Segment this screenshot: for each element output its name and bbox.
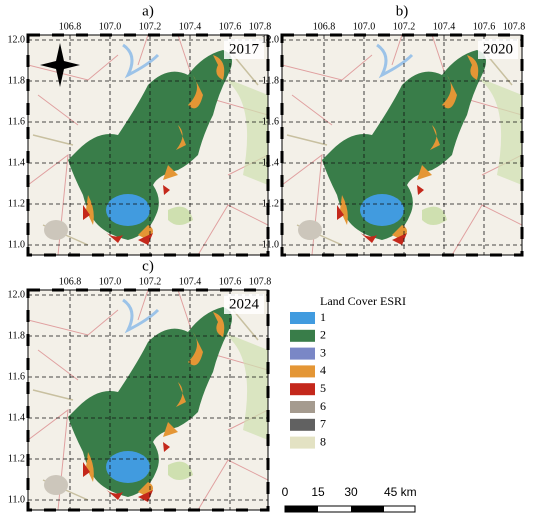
map-frame-inner [281,34,523,256]
lat-tick-label: 11.4 [8,157,25,168]
legend: Land Cover ESRI 1 2 3 4 5 6 7 8 [290,294,406,449]
scale-bar-label: 15 [311,485,325,499]
map-content [28,290,268,510]
legend-label: 5 [320,381,326,395]
lon-tick-label: 107.8 [503,21,526,32]
legend-label: 2 [320,328,326,342]
lat-tick-label: 11.4 [8,412,25,423]
legend-swatch [290,401,315,413]
map-frame-inner [27,289,269,511]
lon-tick-label: 107.4 [433,21,456,32]
year-box [224,294,264,314]
north-arrow [40,43,80,87]
scale-bar-label: 0 [282,485,289,499]
lat-tick-label: 11.8 [262,75,279,86]
lon-tick-label: 107.2 [393,21,416,32]
map-content [28,35,268,255]
map-frame-inner [27,34,269,256]
lat-tick-label: 11.2 [8,198,25,209]
map-content [282,35,522,255]
lon-tick-label: 107.4 [179,21,202,32]
lon-tick-label: 107.8 [249,276,272,287]
lon-tick-label: 106.8 [59,21,82,32]
legend-swatch [290,436,315,449]
legend-label: 8 [320,434,326,448]
north-arrow-shape [40,43,80,87]
lat-tick-label: 11.8 [8,330,25,341]
legend-swatch [290,418,315,431]
panel-label: b) [396,3,409,19]
lon-tick-label: 107.6 [473,21,496,32]
scale-bar [284,505,416,513]
legend-label: 4 [320,363,326,377]
legend-swatch [290,329,315,342]
scale-bar-seg [351,506,384,512]
lon-tick-label: 107.0 [353,21,376,32]
year-label: 2020 [483,41,513,57]
map-panel: 106.8 107.0 107.2 107.4 107.6 107.8 12.0 11.8 11… [8,276,272,512]
legend-swatch [290,365,315,378]
map-panel: 106.8 107.0 107.2 107.4 107.6 107.8 12.0 11.8 11… [8,21,272,257]
legend-swatch [290,383,315,396]
map-panel: 106.8 107.0 107.2 107.4 107.6 107.8 12.0 11.8 11… [262,21,526,257]
legend-label: 1 [320,310,326,324]
lon-tick-label: 106.8 [313,21,336,32]
lon-tick-label: 107.8 [249,21,272,32]
lat-tick-label: 12.0 [8,289,26,300]
panels: 106.8 107.0 107.2 107.4 107.6 107.812.011.811… [8,21,526,512]
lat-tick-label: 11.2 [8,453,25,464]
scale-bar-label: 30 [344,485,358,499]
lon-tick-label: 107.4 [179,276,202,287]
panel-label: a) [142,3,154,19]
year-label: 2017 [229,41,260,57]
legend-swatch [290,312,315,324]
lat-tick-label: 11.6 [8,116,25,127]
lat-tick-label: 11.0 [262,239,279,250]
legend-label: 6 [320,399,326,413]
lon-tick-label: 107.2 [139,21,162,32]
legend-title: Land Cover ESRI [320,294,406,308]
lon-tick-label: 107.0 [99,276,122,287]
lat-tick-label: 11.0 [8,494,25,505]
scale-bar-seg [285,506,318,512]
legend-label: 7 [320,417,326,431]
legend-swatch [290,347,315,360]
lon-tick-label: 107.6 [219,276,242,287]
lon-tick-label: 107.0 [99,21,122,32]
lat-tick-label: 12.0 [8,34,26,45]
year-label: 2024 [229,296,260,312]
lat-tick-label: 11.2 [262,198,279,209]
lat-tick-label: 12.0 [262,34,280,45]
lon-tick-label: 107.6 [219,21,242,32]
year-box [478,39,518,59]
lat-tick-label: 11.6 [262,116,279,127]
legend-label: 3 [320,345,326,359]
lat-tick-label: 11.0 [8,239,25,250]
panel-label: c) [142,258,154,274]
scale-bar-label: 45 km [384,485,417,499]
lat-tick-label: 11.6 [8,371,25,382]
lat-tick-label: 11.8 [8,75,25,86]
year-box [224,39,264,59]
lon-tick-label: 106.8 [59,276,82,287]
lat-tick-label: 11.4 [262,157,279,168]
lon-tick-label: 107.2 [139,276,162,287]
